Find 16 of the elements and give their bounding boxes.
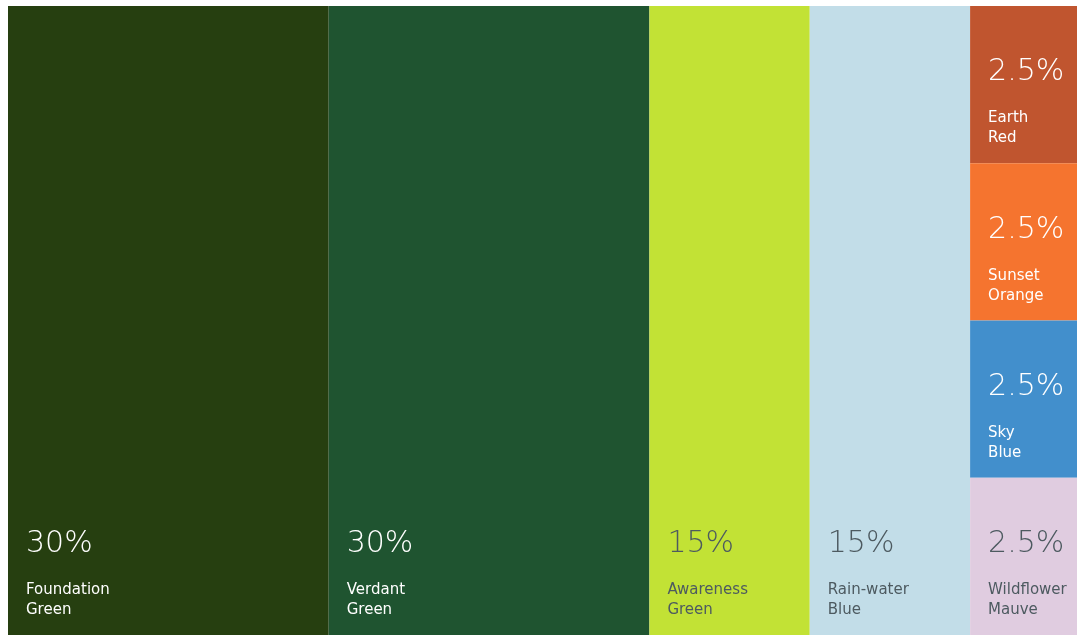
category-label: Awareness Green xyxy=(667,580,749,618)
data-label: 15% xyxy=(827,524,895,559)
category-label: Foundation Green xyxy=(26,580,110,618)
data-label: 15% xyxy=(667,524,735,559)
category-label: Sky Blue xyxy=(988,422,1022,461)
data-label: 2.5% xyxy=(988,524,1065,559)
data-label: 30% xyxy=(26,524,93,559)
data-label: 30% xyxy=(346,524,414,559)
data-label: 2.5% xyxy=(988,209,1065,245)
category-label: Wildflower Mauve xyxy=(988,580,1068,618)
category-label: Earth Red xyxy=(988,108,1029,147)
data-label: 2.5% xyxy=(988,366,1065,402)
data-label: 2.5% xyxy=(988,52,1065,88)
category-label: Rain-water Blue xyxy=(827,580,910,618)
category-label: Verdant Green xyxy=(346,580,406,618)
category-label: Sunset Orange xyxy=(988,265,1044,304)
